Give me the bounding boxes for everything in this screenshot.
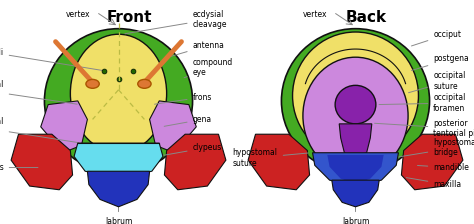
Text: mandible: mandible [418, 163, 469, 172]
Polygon shape [87, 171, 150, 207]
Polygon shape [332, 180, 379, 207]
Ellipse shape [86, 80, 99, 88]
Ellipse shape [292, 32, 419, 159]
Polygon shape [248, 134, 310, 190]
Polygon shape [164, 134, 226, 190]
Text: gena: gena [164, 115, 212, 126]
Text: maxilla: maxilla [406, 178, 461, 189]
Text: posterior
tentorial pit: posterior tentorial pit [374, 118, 474, 138]
Text: hypostomal
bridge: hypostomal bridge [395, 138, 474, 157]
Ellipse shape [335, 85, 376, 124]
Polygon shape [312, 153, 399, 186]
Text: hypostomal
suture: hypostomal suture [233, 148, 308, 168]
Polygon shape [401, 134, 463, 190]
Polygon shape [41, 101, 87, 153]
Text: occiput: occiput [411, 30, 461, 46]
Text: ecdysial
cleavage: ecdysial cleavage [125, 10, 227, 34]
Text: antenna: antenna [165, 41, 224, 58]
Polygon shape [328, 155, 383, 184]
Polygon shape [150, 101, 196, 153]
Text: Front: Front [107, 10, 152, 25]
Polygon shape [74, 143, 163, 177]
Polygon shape [11, 134, 73, 190]
Text: labrum: labrum [105, 196, 132, 224]
Text: labrum: labrum [342, 198, 369, 224]
Ellipse shape [303, 57, 408, 174]
Text: vertex: vertex [65, 10, 90, 19]
Ellipse shape [45, 29, 192, 173]
Ellipse shape [70, 34, 167, 153]
Text: ocelli: ocelli [0, 48, 105, 71]
Text: compound
eye: compound eye [184, 58, 233, 78]
Text: occipital
suture: occipital suture [409, 71, 465, 93]
Text: clypeus: clypeus [160, 143, 222, 156]
Text: frons: frons [155, 93, 212, 104]
Text: vertex: vertex [302, 10, 327, 19]
Text: occipital
foramen: occipital foramen [379, 93, 465, 113]
Polygon shape [339, 124, 372, 158]
Text: postgena: postgena [411, 54, 469, 71]
Text: Back: Back [346, 10, 387, 25]
Text: fronto-genal
sulcus: fronto-genal sulcus [0, 80, 77, 104]
Ellipse shape [138, 80, 151, 88]
Text: fronto-clypeal
suture: fronto-clypeal suture [0, 117, 79, 143]
Ellipse shape [282, 29, 429, 173]
Text: mandibules: mandibules [0, 163, 38, 172]
